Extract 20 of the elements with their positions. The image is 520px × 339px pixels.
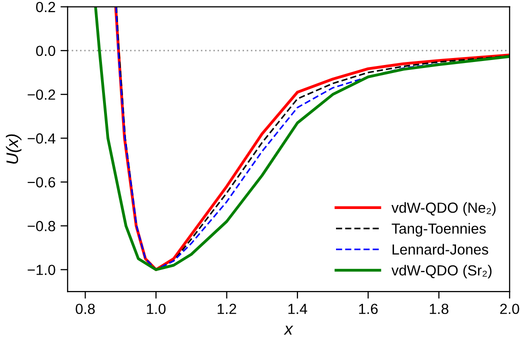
- legend-label: Lennard-Jones: [392, 244, 488, 255]
- legend-label: vdW-QDO (Ne₂): [391, 202, 496, 216]
- legend-label: vdW-QDO (Sr₂): [391, 264, 492, 278]
- x-tick-label: 1.8: [430, 304, 448, 314]
- legend-label: Tang-Toennies: [392, 223, 486, 237]
- x-tick-label: 0.8: [76, 304, 95, 314]
- x-tick-label: 1.6: [359, 304, 378, 314]
- x-tick-label: 2.0: [500, 304, 520, 314]
- y-tick-label: −0.2: [28, 90, 56, 100]
- y-tick-label: 0.0: [36, 46, 56, 56]
- y-tick-label: −0.8: [28, 220, 56, 232]
- y-tick-label: −0.4: [28, 133, 56, 144]
- x-tick-label: 1.2: [218, 304, 236, 314]
- y-tick-label: −0.6: [28, 177, 56, 188]
- y-tick-label: 0.2: [36, 2, 56, 12]
- x-axis-title: x: [284, 326, 294, 335]
- y-axis-title: U(x): [6, 134, 22, 164]
- y-tick-label: −1.0: [28, 264, 56, 276]
- x-tick-label: 1.0: [146, 304, 166, 314]
- x-tick-label: 1.4: [288, 304, 308, 314]
